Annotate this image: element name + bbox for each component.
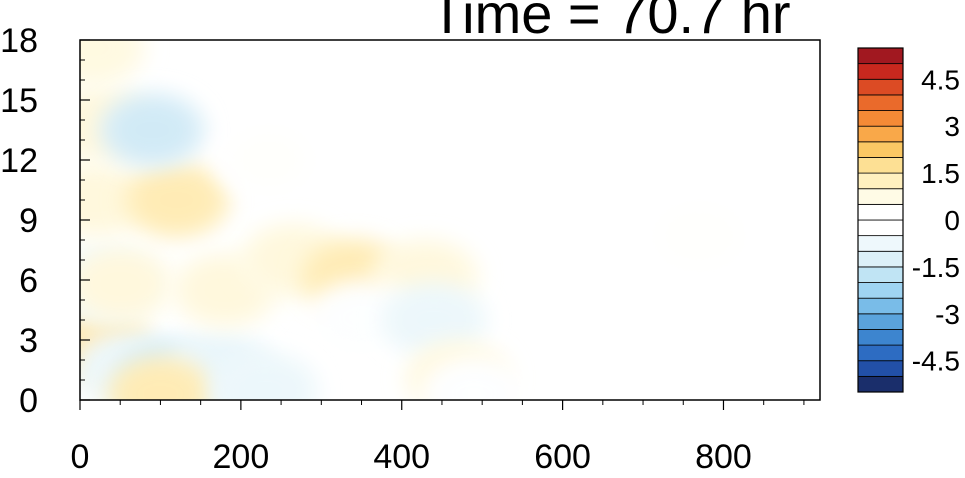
- colorbar-swatch: [857, 250, 904, 268]
- colorbar-swatch: [857, 157, 904, 174]
- heatmap-field: [80, 40, 754, 400]
- heatmap-feature: [471, 173, 582, 251]
- colorbar-label: 0: [944, 205, 960, 236]
- heatmap-feature: [97, 91, 207, 169]
- colorbar-swatch: [857, 313, 904, 330]
- colorbar-label: 3: [944, 111, 960, 142]
- colorbar-frame: [857, 47, 904, 393]
- colorbar-swatch: [857, 63, 904, 80]
- chart-title: Time = 70.7 hr: [430, 0, 791, 45]
- colorbar-swatch: [857, 78, 904, 96]
- heatmap-feature: [105, 355, 216, 400]
- colorbar-label: 1.5: [921, 158, 960, 189]
- y-tick-label: 6: [19, 262, 38, 300]
- y-tick-label: 12: [0, 142, 38, 180]
- colorbar-swatch: [857, 266, 904, 283]
- colorbar-swatch: [857, 282, 904, 299]
- y-tick-label: 15: [0, 82, 38, 120]
- colorbar-swatch: [857, 188, 904, 205]
- heatmap-feature: [644, 197, 754, 275]
- heatmap-feature: [214, 121, 324, 199]
- x-tick-label: 200: [213, 438, 270, 473]
- heatmap-feature: [121, 161, 232, 239]
- x-tick-label: 600: [534, 438, 591, 473]
- colorbar-swatch: [857, 297, 904, 315]
- y-tick-label: 18: [0, 22, 38, 60]
- colorbar-swatch: [857, 110, 904, 127]
- colorbar-swatch: [857, 375, 904, 393]
- colorbar: 4.5 3 1.5 0 -1.5 -3 -4.5: [857, 47, 960, 393]
- colorbar-label: -4.5: [912, 346, 960, 377]
- y-tick-label: 9: [19, 202, 38, 240]
- colorbar-swatch: [857, 219, 904, 237]
- heatmap-feature: [80, 40, 147, 87]
- colorbar-swatch: [857, 125, 904, 143]
- heatmap-feature: [80, 245, 175, 323]
- colorbar-swatch: [857, 344, 904, 362]
- colorbar-swatch: [857, 235, 904, 252]
- colorbar-label: -1.5: [912, 252, 960, 283]
- heatmap-feature: [419, 355, 529, 400]
- axes: 0 200 400 600 800 0 3 6 9 12 15 18: [0, 22, 805, 476]
- heatmap-feature: [210, 351, 320, 400]
- colorbar-swatch: [857, 94, 904, 111]
- colorbar-swatch: [857, 329, 904, 346]
- x-tick-label: 400: [373, 438, 430, 473]
- colorbar-label: 4.5: [921, 64, 960, 95]
- y-tick-label: 0: [19, 382, 38, 420]
- colorbar-swatch: [857, 172, 904, 190]
- colorbar-swatch: [857, 360, 904, 377]
- colorbar-label: -3: [935, 299, 960, 330]
- colorbar-swatch: [857, 203, 904, 221]
- x-tick-label: 800: [695, 438, 752, 473]
- colorbar-swatch: [857, 141, 904, 158]
- x-tick-label: 0: [71, 438, 90, 473]
- colorbar-swatch: [857, 47, 904, 65]
- y-tick-label: 3: [19, 322, 38, 360]
